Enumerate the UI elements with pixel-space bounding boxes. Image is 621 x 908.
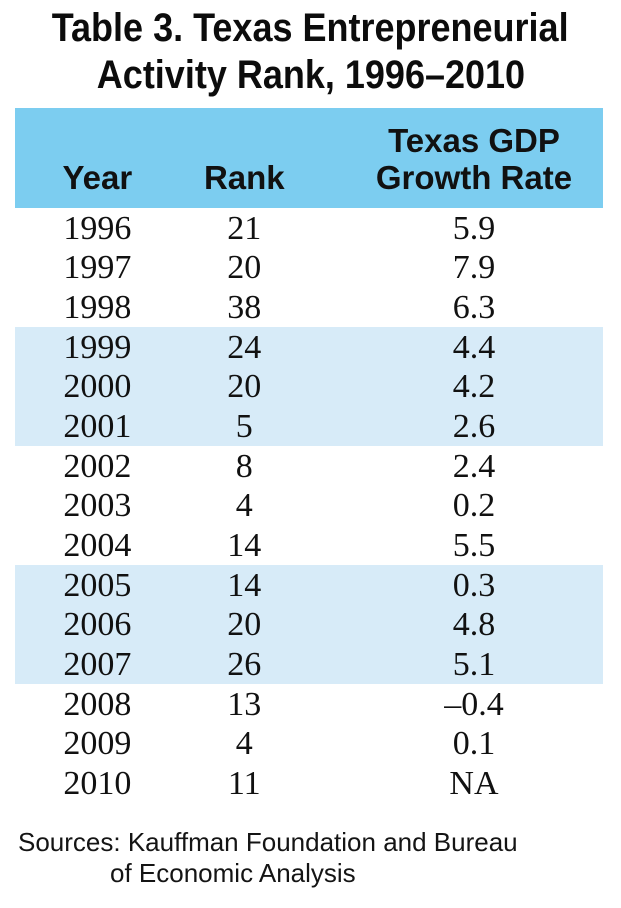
- year-cell: 1996: [63, 209, 132, 247]
- year-cell: 2003: [63, 487, 132, 525]
- year-cell: 2001: [63, 408, 132, 446]
- rank-cell: 21: [227, 209, 262, 247]
- table-row: 1999 24 4.4: [15, 326, 603, 367]
- table-row: 2003 4 0.2: [15, 485, 603, 525]
- rank-cell: 20: [227, 368, 262, 406]
- year-cell: 2007: [63, 645, 132, 683]
- sources-line1: Sources: Kauffman Foundation and Bureau: [18, 827, 518, 857]
- gdp-cell: 2.6: [452, 408, 496, 446]
- rank-cell: 24: [227, 328, 262, 366]
- table-row: 2008 13 –0.4: [15, 684, 603, 724]
- sources-note: Sources: Kauffman Foundation and Bureau …: [18, 827, 608, 889]
- year-cell: 2008: [63, 685, 132, 723]
- gdp-cell: 0.1: [452, 725, 496, 763]
- rank-cell: 20: [227, 606, 262, 644]
- rank-cell: 11: [227, 764, 261, 802]
- gdp-cell: 0.3: [452, 566, 496, 604]
- year-header: Year: [62, 159, 133, 196]
- rank-cell: 4: [235, 725, 253, 763]
- table-row: 2000 20 4.2: [15, 366, 603, 407]
- gdp-growth-header: Texas GDP Growth Rate: [375, 122, 573, 196]
- table-row: 2004 14 5.5: [15, 525, 603, 565]
- gdp-cell: 4.2: [452, 368, 496, 406]
- table-title-line1: Table 3. Texas Entrepreneurial: [52, 6, 569, 50]
- year-cell: 2009: [63, 725, 132, 763]
- rank-cell: 14: [227, 566, 262, 604]
- gdp-cell: 0.2: [452, 487, 496, 525]
- table-row: 2006 20 4.8: [15, 604, 603, 645]
- rank-cell: 38: [227, 289, 262, 327]
- year-cell: 2006: [63, 606, 132, 644]
- table-title-line2: Activity Rank, 1996–2010: [96, 53, 525, 97]
- rank-cell: 13: [227, 685, 262, 723]
- gdp-cell: NA: [449, 764, 499, 802]
- year-cell: 2004: [63, 526, 132, 564]
- year-cell: 2005: [63, 566, 132, 604]
- table-header-row: Year Rank Texas GDP Growth Rate: [15, 108, 603, 208]
- data-table: Year Rank Texas GDP Growth Rate 1996 21 …: [15, 108, 603, 803]
- table-row: 1998 38 6.3: [15, 287, 603, 327]
- rank-cell: 8: [235, 447, 253, 485]
- gdp-cell: 5.5: [452, 526, 496, 564]
- rank-cell: 26: [227, 645, 262, 683]
- rank-cell: 20: [227, 249, 262, 287]
- rank-cell: 4: [235, 487, 253, 525]
- year-cell: 1997: [63, 249, 132, 287]
- gdp-cell: 7.9: [452, 249, 496, 287]
- year-cell: 2000: [63, 368, 132, 406]
- rank-header: Rank: [203, 159, 285, 196]
- year-cell: 2002: [63, 447, 132, 485]
- year-cell: 2010: [63, 764, 132, 802]
- year-cell: 1999: [63, 328, 132, 366]
- sources-line2: of Economic Analysis: [110, 858, 356, 888]
- table-row: 2009 4 0.1: [15, 723, 603, 763]
- year-cell: 1998: [63, 289, 132, 327]
- table-row: 1997 20 7.9: [15, 248, 603, 288]
- gdp-cell: –0.4: [444, 685, 504, 723]
- table-title: Table 3. Texas Entrepreneurial Activity …: [0, 5, 621, 99]
- gdp-cell: 2.4: [452, 447, 496, 485]
- rank-cell: 5: [235, 408, 253, 446]
- gdp-cell: 4.8: [452, 606, 496, 644]
- table-row: 2005 14 0.3: [15, 564, 603, 605]
- table-row: 2002 8 2.4: [15, 446, 603, 486]
- table-row: 2001 5 2.6: [15, 406, 603, 446]
- rank-cell: 14: [227, 526, 262, 564]
- table-row: 2007 26 5.1: [15, 644, 603, 684]
- gdp-cell: 5.9: [452, 209, 496, 247]
- gdp-cell: 5.1: [452, 645, 496, 683]
- table-row: 1996 21 5.9: [15, 208, 603, 248]
- gdp-cell: 4.4: [452, 328, 496, 366]
- gdp-cell: 6.3: [452, 289, 496, 327]
- table-row: 2010 11 NA: [15, 763, 603, 803]
